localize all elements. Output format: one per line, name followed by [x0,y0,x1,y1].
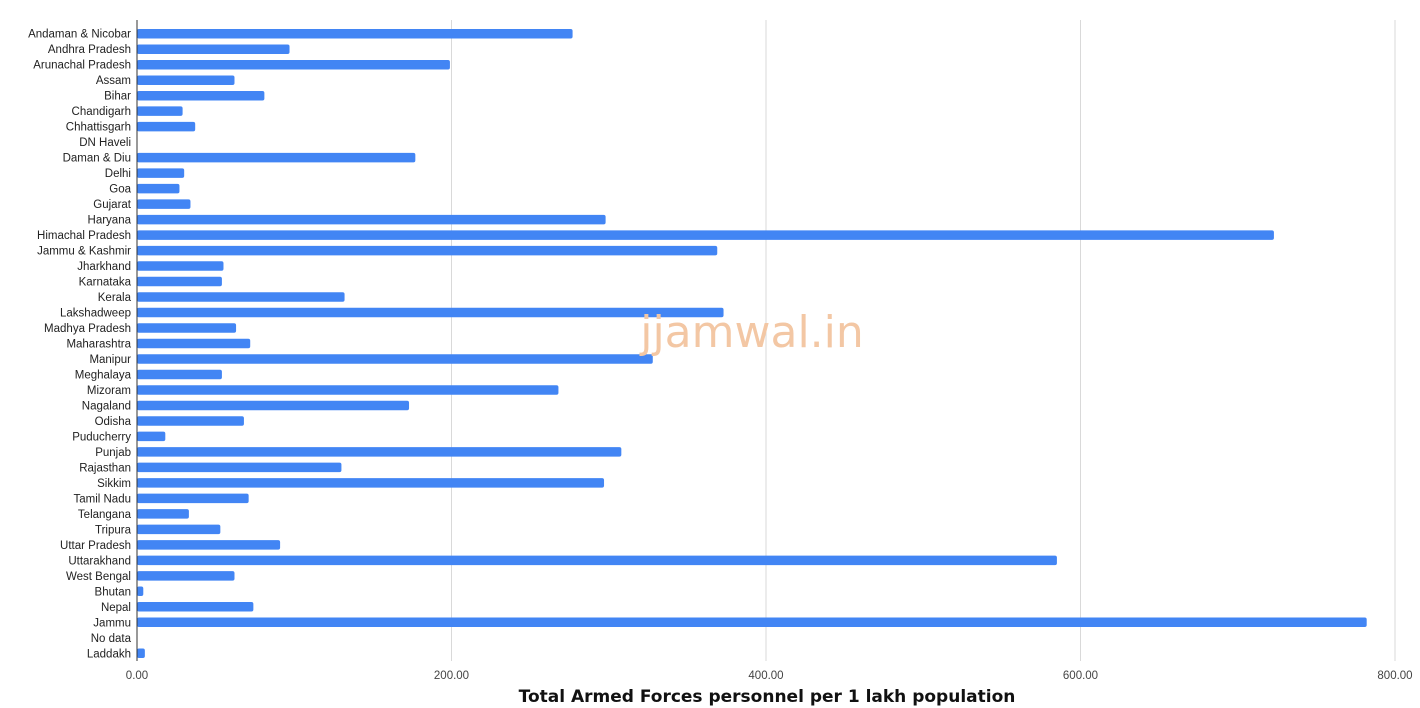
bar [137,540,281,550]
gridlines [451,20,1396,661]
bar [137,369,222,380]
bar [137,385,559,395]
category-label: Odisha [95,416,132,428]
category-label: Gujarat [93,199,132,211]
category-label: Punjab [95,447,131,459]
category-label: West Bengal [66,571,131,583]
bar [137,199,191,209]
bar [137,121,196,132]
category-label: Chandigarh [72,106,131,118]
category-label: Tripura [95,524,132,536]
category-label: Rajasthan [79,462,131,474]
x-tick-label: 400.00 [748,670,783,682]
category-label: Arunachal Pradesh [33,60,131,72]
category-label: Manipur [89,354,131,366]
bar [137,230,1274,240]
bar [137,648,145,659]
bar [137,307,724,318]
category-label: Telangana [78,509,132,521]
category-label: DN Haveli [79,137,131,149]
category-label: Madhya Pradesh [44,323,131,335]
category-label: Bihar [104,91,131,103]
category-label: Meghalaya [75,369,132,381]
bar [137,168,185,178]
category-label: Bhutan [95,586,131,598]
bar [137,617,1367,628]
bar [137,214,606,225]
x-axis-title: Total Armed Forces personnel per 1 lakh … [519,687,1016,707]
category-label: Uttarakhand [68,555,131,567]
bar [137,555,1057,566]
category-label: Jammu [93,617,131,629]
category-label: Tamil Nadu [73,493,131,505]
category-label: Sikkim [97,478,131,490]
category-label: Maharashtra [66,339,131,351]
bar [137,276,222,287]
category-label: Daman & Diu [63,153,131,165]
category-label: Chhattisgarh [66,122,131,134]
bar [137,571,235,581]
bar [137,416,244,426]
x-tick-label: 0.00 [126,670,148,682]
x-tick-labels: 0.00 200.00 400.00 600.00 800.00 [126,670,1413,682]
category-label: Puducherry [72,431,131,443]
bar [137,400,410,411]
bar [137,183,180,194]
category-label: Andhra Pradesh [48,44,131,56]
category-label: Jharkhand [77,261,131,273]
bar [137,44,290,54]
x-tick-label: 600.00 [1063,670,1098,682]
category-label: Karnataka [79,277,132,289]
bar [137,462,342,473]
category-label: Jammu & Kashmir [37,246,131,258]
x-tick-label: 800.00 [1377,670,1412,682]
category-label: No data [91,633,132,645]
bar [137,509,189,519]
bar [137,292,345,302]
category-label: Lakshadweep [60,308,131,320]
category-label: Andaman & Nicobar [28,29,131,41]
bar [137,524,221,535]
bar [137,447,622,457]
x-tick-label: 200.00 [434,670,469,682]
bar [137,602,254,612]
bar [137,323,237,333]
category-label: Assam [96,75,131,87]
category-label: Nepal [101,602,131,614]
category-label: Goa [109,184,131,196]
bar [137,106,183,116]
category-label: Uttar Pradesh [60,540,131,552]
bars [137,28,1367,659]
category-label: Laddakh [87,648,131,660]
bar [137,59,450,70]
bar [137,245,718,256]
bar [137,586,144,597]
bar [137,354,653,364]
category-label: Kerala [98,292,132,304]
category-labels: Andaman & Nicobar Andhra Pradesh Arunachal… [28,29,132,661]
watermark: jjamwal.in [639,307,864,358]
category-label: Mizoram [87,385,131,397]
category-label: Delhi [105,168,131,180]
bar [137,338,251,349]
category-label: Himachal Pradesh [37,230,131,242]
bar [137,478,605,488]
bar [137,90,265,101]
bar [137,261,224,271]
bar [137,431,166,442]
bar [137,28,573,39]
bar [137,493,249,504]
bar [137,75,235,85]
bar [137,152,416,163]
category-label: Nagaland [82,400,131,412]
category-label: Haryana [88,215,132,227]
